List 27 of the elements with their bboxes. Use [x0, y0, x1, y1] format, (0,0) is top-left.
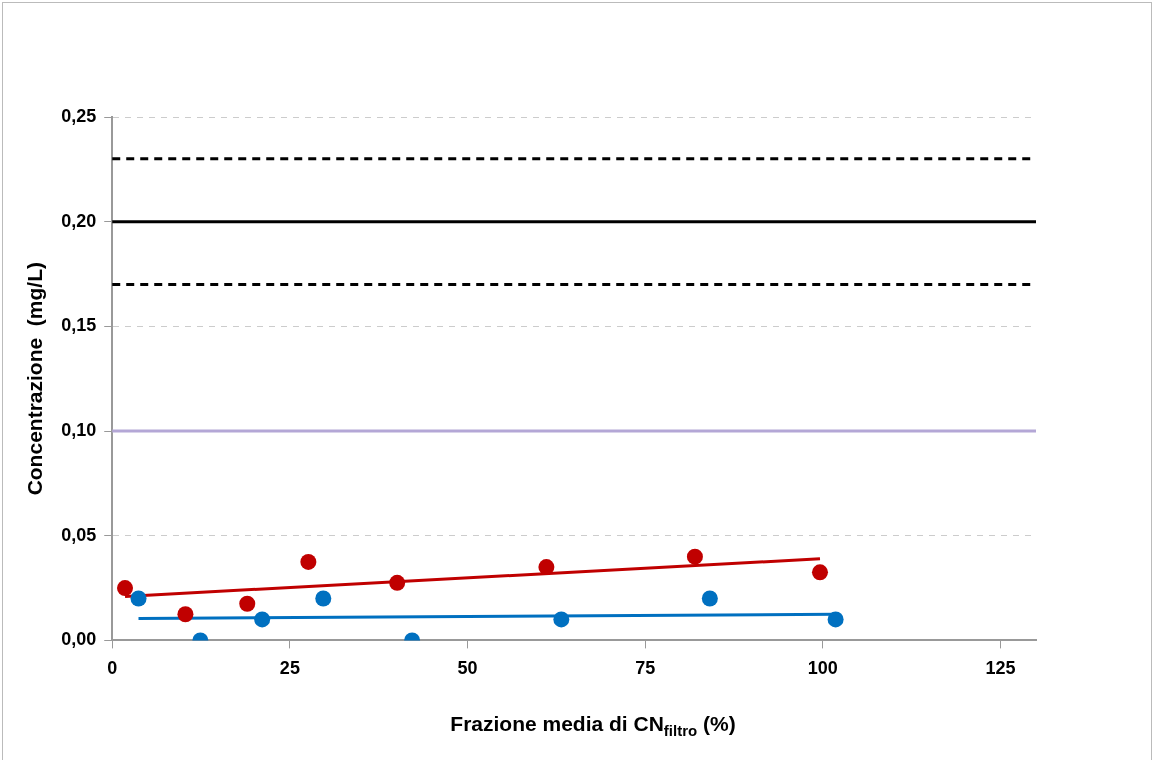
y-tick-label: 0,25 — [61, 105, 97, 126]
y-axis-title: Concentrazione (mg/L) — [23, 262, 47, 496]
point — [130, 590, 147, 607]
point — [686, 548, 703, 565]
y-tick-label: 0,15 — [61, 315, 97, 336]
point — [254, 611, 271, 628]
x-tick-label: 100 — [807, 658, 838, 679]
y-tick-label: 0,20 — [61, 210, 97, 231]
x-tick-label: 0 — [107, 658, 118, 679]
point — [389, 574, 406, 591]
y-tick-label: 0,05 — [61, 524, 97, 545]
point — [117, 580, 134, 597]
point — [553, 611, 570, 628]
point — [239, 595, 256, 612]
x-tick-label: 75 — [635, 658, 656, 679]
x-tick-label: 125 — [985, 658, 1016, 679]
x-axis-title: Frazione media di CN$_{filtro}$ (%) — [449, 712, 737, 740]
point — [701, 590, 718, 607]
point — [827, 611, 844, 628]
y-tick-label: 0,10 — [61, 420, 97, 441]
y-tick-label: 0,00 — [61, 629, 97, 650]
point — [315, 590, 332, 607]
point — [177, 606, 194, 623]
x-tick-label: 50 — [457, 658, 478, 679]
point — [300, 553, 317, 570]
point — [811, 564, 828, 581]
x-tick-label: 25 — [279, 658, 300, 679]
